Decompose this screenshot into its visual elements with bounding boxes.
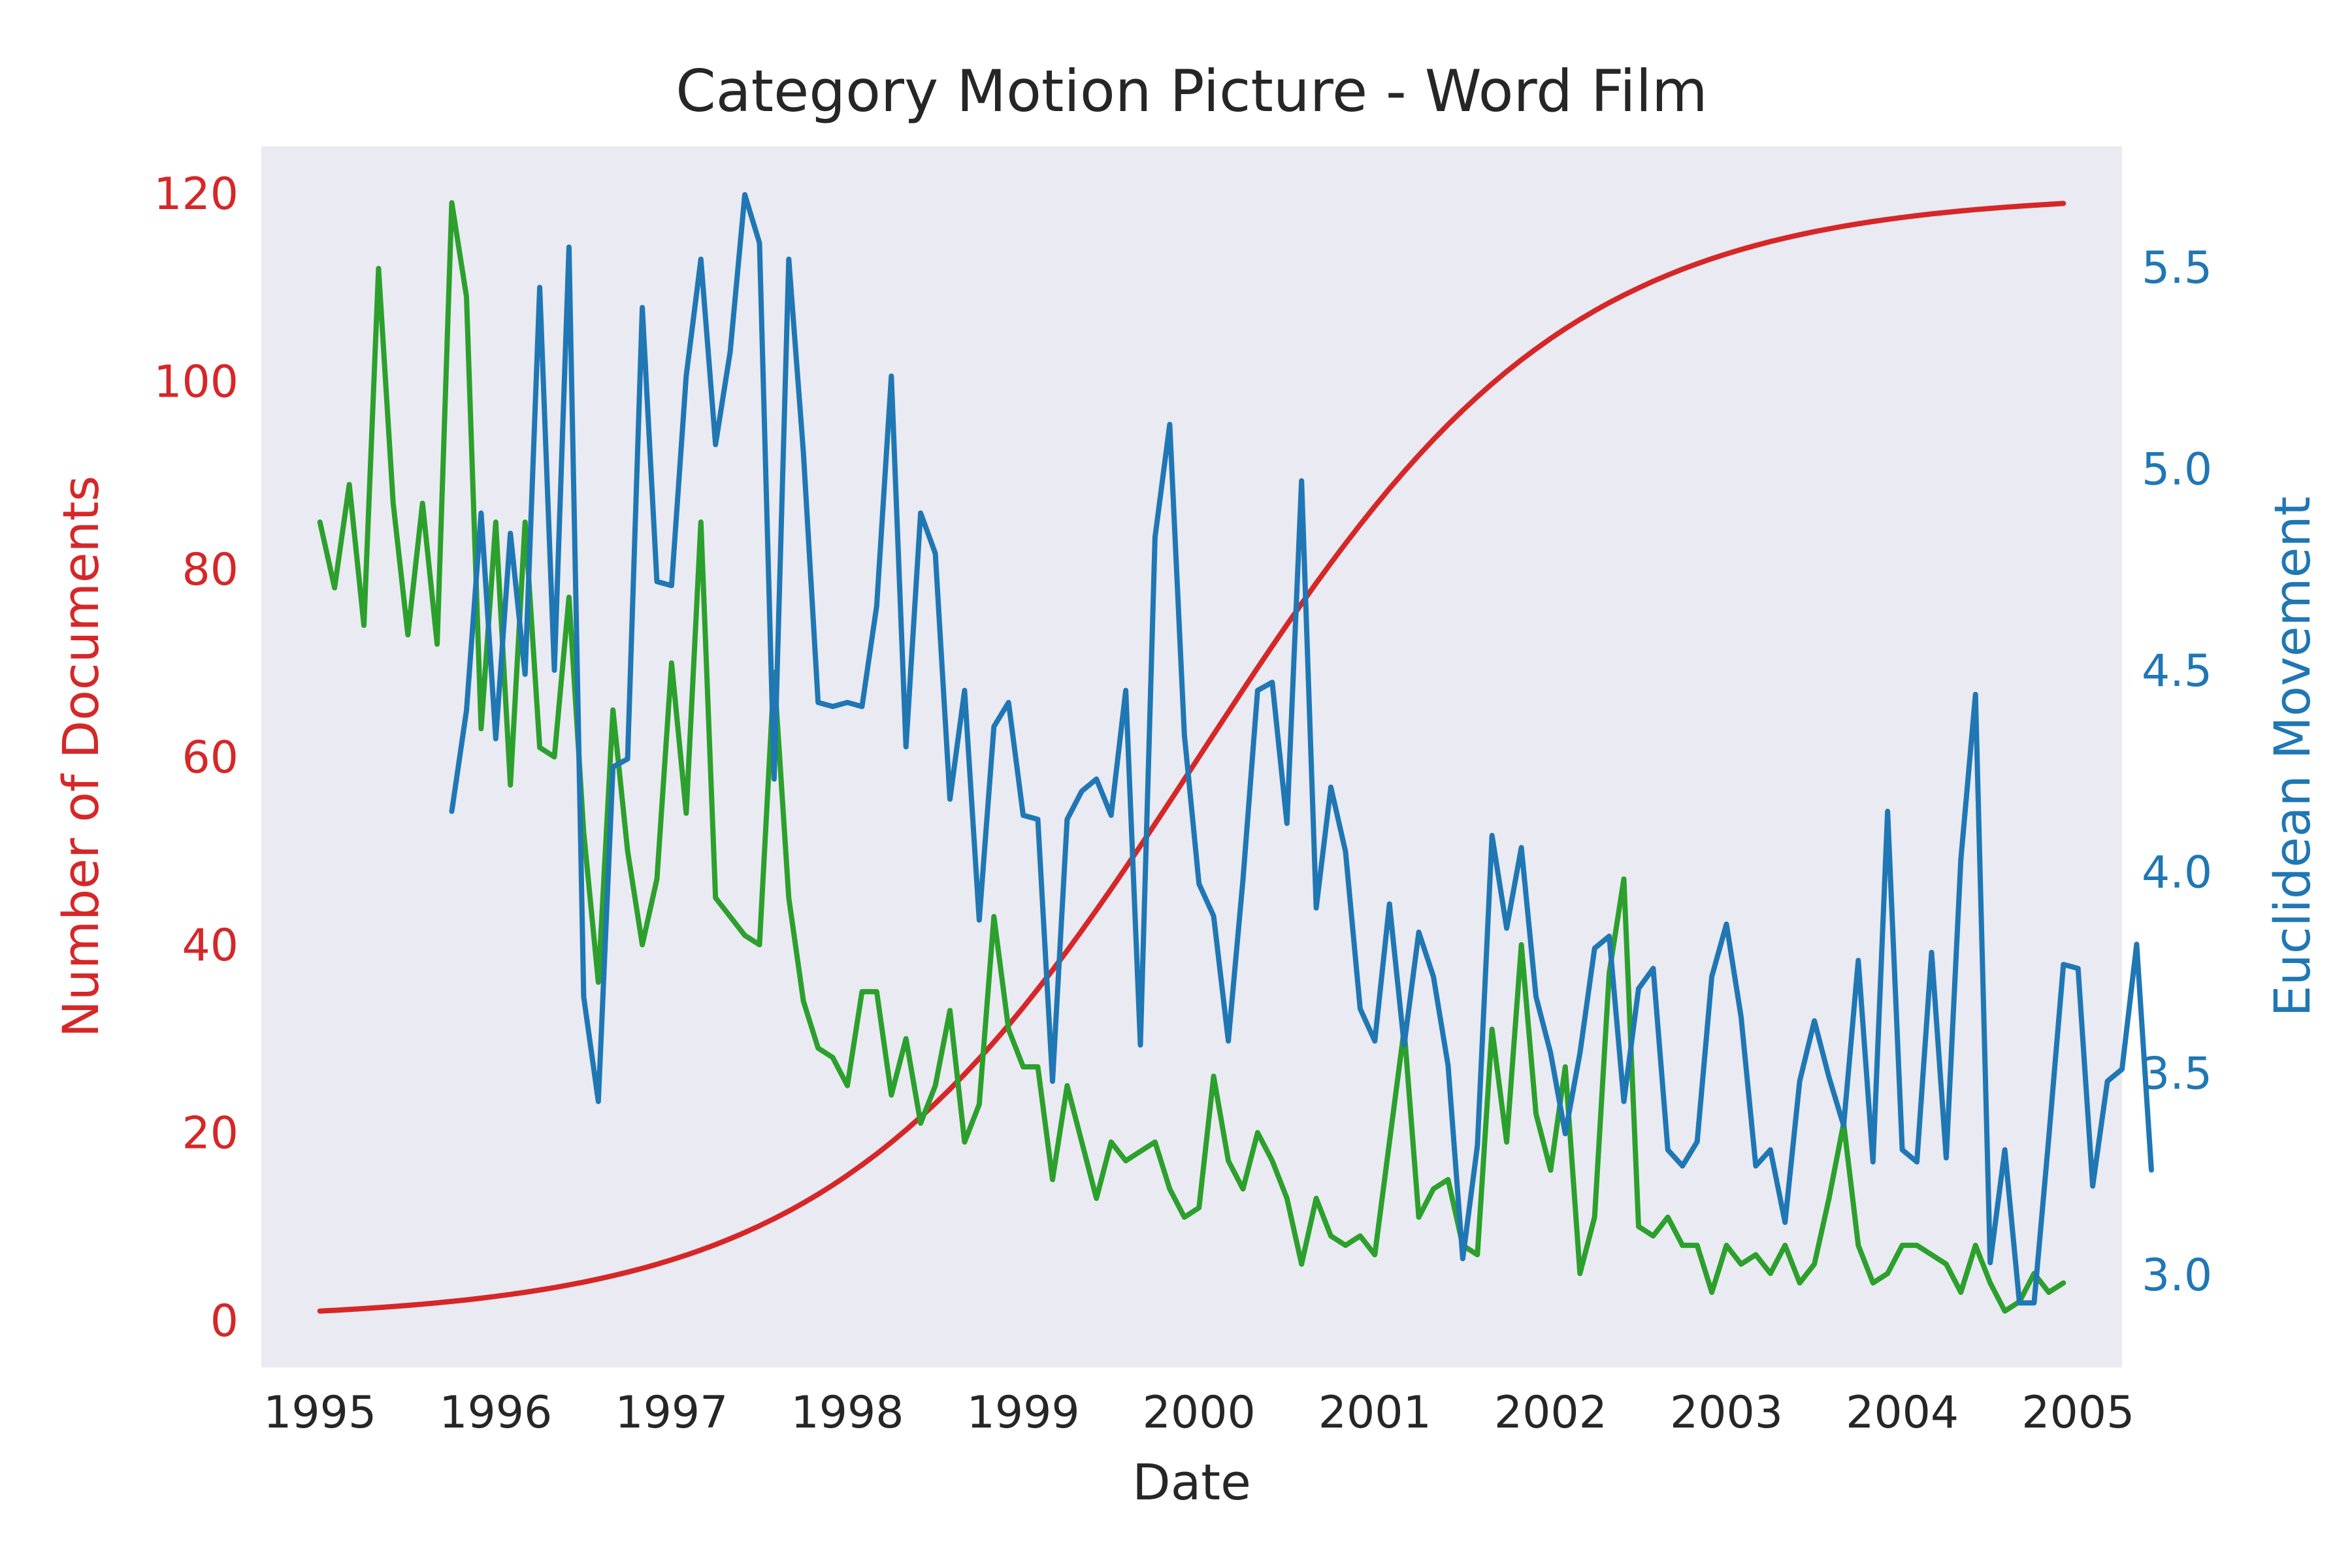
cumulative-documents-line bbox=[317, 201, 2066, 1314]
x-tick-label: 2005 bbox=[2021, 1387, 2134, 1439]
right-y-tick-label: 3.5 bbox=[2142, 1049, 2212, 1100]
left-y-axis-label: Number of Documents bbox=[52, 476, 110, 1037]
x-tick-label: 1995 bbox=[263, 1387, 376, 1439]
left-y-tick-label: 40 bbox=[182, 920, 238, 972]
x-tick-label: 1999 bbox=[967, 1387, 1080, 1439]
x-tick-label: 2003 bbox=[1670, 1387, 1783, 1439]
x-tick-label: 2004 bbox=[1846, 1387, 1959, 1439]
x-tick-label: 1998 bbox=[791, 1387, 904, 1439]
left-y-axis-ticks: 0 20 40 60 80 100 120 bbox=[154, 169, 238, 1347]
left-y-tick-label: 80 bbox=[182, 544, 238, 596]
x-axis-label: Date bbox=[1132, 1453, 1251, 1511]
x-axis-ticks: 1995 1996 1997 1998 1999 2000 2001 2002 2003 2004… bbox=[263, 1387, 2134, 1439]
chart-title: Category Motion Picture - Word Film bbox=[676, 57, 1708, 125]
x-tick-label: 2002 bbox=[1494, 1387, 1607, 1439]
x-tick-label: 2001 bbox=[1318, 1387, 1431, 1439]
left-y-tick-label: 60 bbox=[182, 732, 238, 784]
right-y-tick-label: 4.0 bbox=[2142, 847, 2212, 898]
right-y-axis-ticks: 3.0 3.5 4.0 4.5 5.0 5.5 bbox=[2142, 242, 2212, 1301]
monthly-documents-line bbox=[317, 200, 2066, 1314]
x-tick-label: 1997 bbox=[615, 1387, 728, 1439]
right-y-tick-label: 5.5 bbox=[2142, 242, 2212, 294]
euclidean-movement-line bbox=[449, 192, 2154, 1306]
right-y-axis-label: Euclidean Movement bbox=[2263, 497, 2321, 1017]
x-tick-label: 2000 bbox=[1143, 1387, 1256, 1439]
right-y-tick-label: 5.0 bbox=[2142, 444, 2212, 495]
series-layer bbox=[317, 192, 2154, 1314]
left-y-tick-label: 100 bbox=[154, 356, 238, 408]
left-y-tick-label: 0 bbox=[210, 1296, 238, 1347]
right-y-tick-label: 4.5 bbox=[2142, 645, 2212, 697]
x-tick-label: 1996 bbox=[439, 1387, 552, 1439]
left-y-tick-label: 20 bbox=[182, 1108, 238, 1160]
right-y-tick-label: 3.0 bbox=[2142, 1250, 2212, 1301]
left-y-tick-label: 120 bbox=[154, 169, 238, 220]
